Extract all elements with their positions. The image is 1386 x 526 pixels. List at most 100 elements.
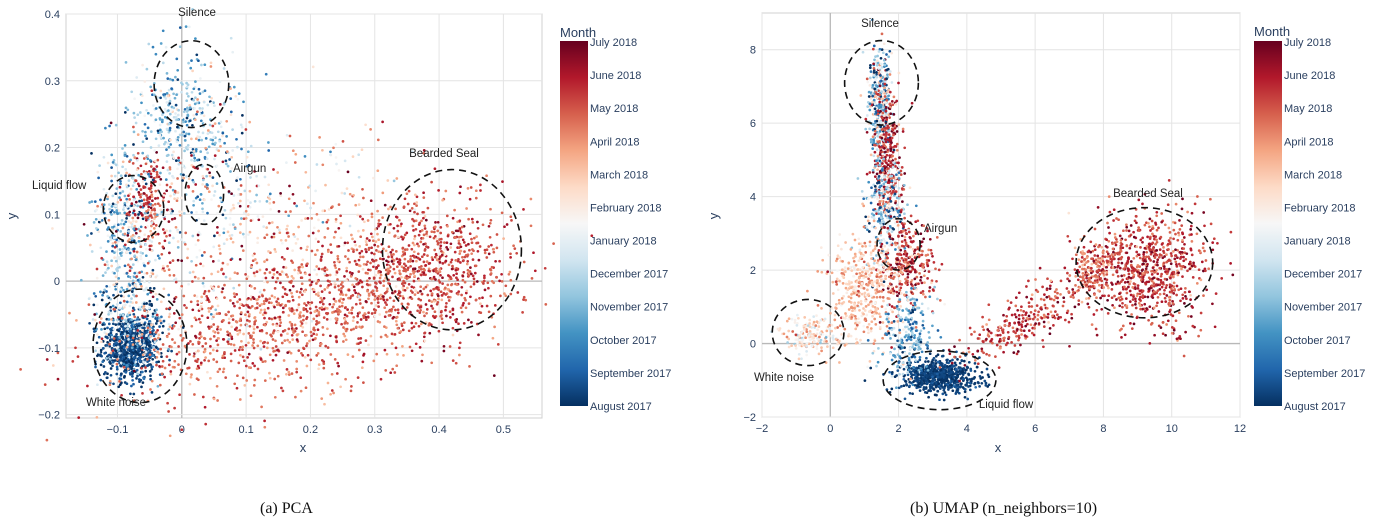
scatter-point bbox=[453, 236, 457, 239]
scatter-point bbox=[881, 111, 885, 115]
scatter-point bbox=[51, 227, 54, 230]
scatter-point bbox=[417, 233, 421, 237]
scatter-point bbox=[428, 261, 432, 265]
scatter-point bbox=[120, 372, 123, 376]
scatter-point bbox=[496, 343, 500, 346]
scatter-point bbox=[291, 149, 295, 153]
scatter-point bbox=[174, 112, 177, 115]
scatter-point bbox=[381, 120, 384, 124]
scatter-point bbox=[413, 210, 416, 214]
scatter-point bbox=[107, 318, 111, 321]
scatter-point bbox=[141, 180, 145, 183]
scatter-point bbox=[222, 242, 226, 246]
scatter-point bbox=[124, 360, 128, 364]
scatter-point bbox=[185, 116, 189, 120]
scatter-point bbox=[297, 266, 301, 269]
scatter-point bbox=[169, 370, 173, 373]
scatter-point bbox=[420, 359, 424, 363]
scatter-point bbox=[162, 136, 165, 140]
scatter-point bbox=[268, 317, 271, 320]
scatter-point bbox=[218, 252, 222, 255]
scatter-point bbox=[450, 282, 454, 286]
scatter-point bbox=[378, 257, 382, 261]
scatter-point bbox=[131, 336, 135, 340]
scatter-point bbox=[384, 333, 388, 337]
scatter-point bbox=[364, 318, 368, 322]
scatter-point bbox=[462, 270, 466, 274]
scatter-point bbox=[105, 250, 108, 253]
scatter-point bbox=[169, 138, 172, 142]
scatter-point bbox=[199, 119, 203, 123]
scatter-point bbox=[498, 259, 501, 263]
scatter-point bbox=[337, 203, 341, 206]
scatter-point bbox=[217, 244, 221, 248]
scatter-point bbox=[124, 106, 128, 110]
scatter-point bbox=[376, 301, 380, 304]
scatter-point bbox=[130, 204, 133, 207]
scatter-point bbox=[138, 308, 142, 312]
scatter-point bbox=[96, 354, 99, 358]
scatter-point bbox=[331, 311, 334, 314]
scatter-point bbox=[354, 325, 358, 329]
scatter-point bbox=[324, 183, 327, 187]
scatter-point bbox=[119, 182, 122, 186]
scatter-point bbox=[322, 366, 326, 370]
scatter-point bbox=[314, 189, 317, 193]
scatter-point bbox=[241, 232, 245, 236]
scatter-point bbox=[185, 132, 188, 136]
scatter-point bbox=[194, 263, 198, 267]
scatter-point bbox=[334, 266, 338, 270]
scatter-point bbox=[222, 367, 226, 371]
scatter-point bbox=[177, 363, 180, 366]
scatter-point bbox=[433, 225, 437, 229]
scatter-point bbox=[449, 277, 453, 281]
scatter-point bbox=[310, 319, 314, 323]
scatter-point bbox=[353, 259, 357, 263]
scatter-point bbox=[339, 214, 342, 218]
scatter-point bbox=[216, 399, 219, 402]
scatter-point bbox=[281, 295, 285, 299]
scatter-point bbox=[488, 268, 492, 271]
scatter-point bbox=[155, 313, 159, 317]
scatter-point bbox=[865, 130, 869, 134]
scatter-point bbox=[125, 183, 128, 187]
scatter-point bbox=[492, 247, 495, 251]
scatter-point bbox=[251, 362, 255, 365]
scatter-point bbox=[361, 255, 365, 259]
scatter-point bbox=[873, 107, 877, 111]
scatter-point bbox=[161, 359, 165, 363]
scatter-point bbox=[231, 314, 235, 318]
scatter-point bbox=[381, 191, 385, 195]
scatter-point bbox=[165, 355, 169, 358]
scatter-point bbox=[253, 364, 256, 368]
scatter-point bbox=[130, 202, 134, 205]
scatter-point bbox=[400, 282, 404, 286]
scatter-point bbox=[137, 326, 141, 330]
scatter-point bbox=[211, 138, 215, 142]
scatter-point bbox=[114, 323, 118, 326]
scatter-point bbox=[415, 204, 418, 207]
scatter-point bbox=[375, 266, 378, 269]
scatter-point bbox=[156, 254, 160, 258]
scatter-point bbox=[372, 265, 375, 269]
scatter-point bbox=[872, 67, 876, 70]
scatter-point bbox=[135, 342, 139, 346]
scatter-point bbox=[300, 276, 304, 280]
scatter-point bbox=[117, 171, 120, 175]
scatter-point bbox=[334, 309, 337, 313]
scatter-point bbox=[185, 85, 189, 89]
scatter-point bbox=[139, 245, 143, 249]
scatter-point bbox=[149, 165, 153, 168]
scatter-point bbox=[150, 221, 154, 224]
scatter-point bbox=[159, 171, 162, 175]
scatter-point bbox=[130, 276, 134, 279]
scatter-point bbox=[193, 102, 197, 106]
scatter-point bbox=[226, 230, 230, 234]
scatter-point bbox=[176, 78, 180, 81]
scatter-point bbox=[256, 325, 259, 329]
scatter-point bbox=[132, 198, 136, 202]
scatter-point bbox=[286, 275, 290, 279]
scatter-point bbox=[320, 255, 323, 259]
scatter-point bbox=[385, 298, 389, 302]
scatter-point bbox=[114, 192, 118, 196]
